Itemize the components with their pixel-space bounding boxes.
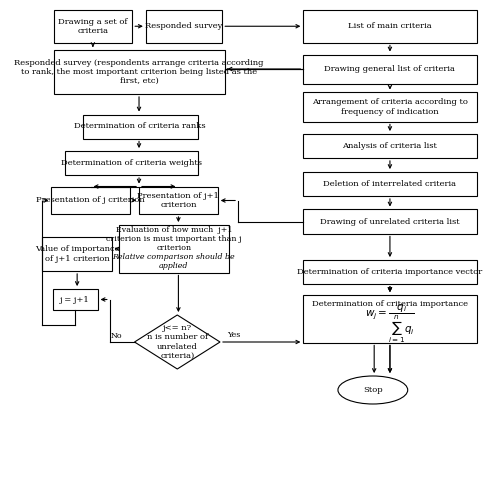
- Text: Relative comparison should be: Relative comparison should be: [113, 253, 235, 261]
- Text: Responded survey: Responded survey: [145, 22, 223, 30]
- FancyBboxPatch shape: [303, 295, 477, 343]
- FancyBboxPatch shape: [303, 10, 477, 42]
- FancyBboxPatch shape: [83, 114, 197, 138]
- Text: applied: applied: [159, 262, 188, 270]
- FancyBboxPatch shape: [42, 237, 112, 271]
- Text: Drawing a set of
criteria: Drawing a set of criteria: [58, 18, 128, 35]
- Text: No: No: [111, 332, 122, 340]
- Text: Stop: Stop: [363, 386, 383, 394]
- Text: criterion is must important than j: criterion is must important than j: [106, 235, 242, 243]
- FancyBboxPatch shape: [119, 225, 229, 272]
- FancyBboxPatch shape: [303, 134, 477, 158]
- Text: Drawing of unrelated criteria list: Drawing of unrelated criteria list: [320, 218, 460, 226]
- Text: Determination of criteria ranks: Determination of criteria ranks: [75, 122, 206, 130]
- FancyBboxPatch shape: [139, 186, 218, 214]
- Text: Evaluation of how much  j+1: Evaluation of how much j+1: [116, 226, 232, 234]
- FancyBboxPatch shape: [65, 151, 197, 175]
- Text: Presentation of j criterion: Presentation of j criterion: [36, 196, 145, 204]
- Text: Determination of criteria weights: Determination of criteria weights: [61, 159, 202, 167]
- FancyBboxPatch shape: [146, 10, 222, 42]
- Text: Arrangement of criteria according to
frequency of indication: Arrangement of criteria according to fre…: [312, 98, 468, 116]
- FancyBboxPatch shape: [303, 92, 477, 122]
- Text: Analysis of criteria list: Analysis of criteria list: [342, 142, 437, 150]
- Text: Value of importance
of j+1 criterion: Value of importance of j+1 criterion: [35, 246, 119, 262]
- FancyBboxPatch shape: [303, 54, 477, 84]
- Text: Deletion of interrelated criteria: Deletion of interrelated criteria: [324, 180, 456, 188]
- Text: Drawing general list of criteria: Drawing general list of criteria: [325, 65, 455, 73]
- Text: criterion: criterion: [157, 244, 191, 252]
- Text: List of main criteria: List of main criteria: [348, 22, 432, 30]
- Ellipse shape: [338, 376, 408, 404]
- Text: $w_j = \dfrac{q_i}{\sum_{i=1}^{n}q_i}$: $w_j = \dfrac{q_i}{\sum_{i=1}^{n}q_i}$: [365, 302, 415, 345]
- FancyBboxPatch shape: [54, 10, 132, 42]
- FancyBboxPatch shape: [303, 172, 477, 196]
- FancyBboxPatch shape: [51, 186, 130, 214]
- Text: Determination of criteria importance: Determination of criteria importance: [312, 300, 468, 308]
- FancyBboxPatch shape: [53, 289, 97, 310]
- FancyBboxPatch shape: [303, 210, 477, 234]
- Text: j = j+1: j = j+1: [60, 296, 90, 304]
- FancyBboxPatch shape: [303, 260, 477, 284]
- Polygon shape: [135, 315, 220, 369]
- Text: Yes: Yes: [227, 331, 240, 339]
- Text: Responded survey (respondents arrange criteria according
to rank, the most impor: Responded survey (respondents arrange cr…: [14, 59, 264, 85]
- Text: Presentation of j+1
criterion: Presentation of j+1 criterion: [138, 192, 219, 209]
- Text: Determination of criteria importance vector: Determination of criteria importance vec…: [297, 268, 483, 276]
- Text: j<= n?
n is number of
unrelated
criteria): j<= n? n is number of unrelated criteria…: [147, 324, 208, 360]
- FancyBboxPatch shape: [54, 50, 225, 94]
